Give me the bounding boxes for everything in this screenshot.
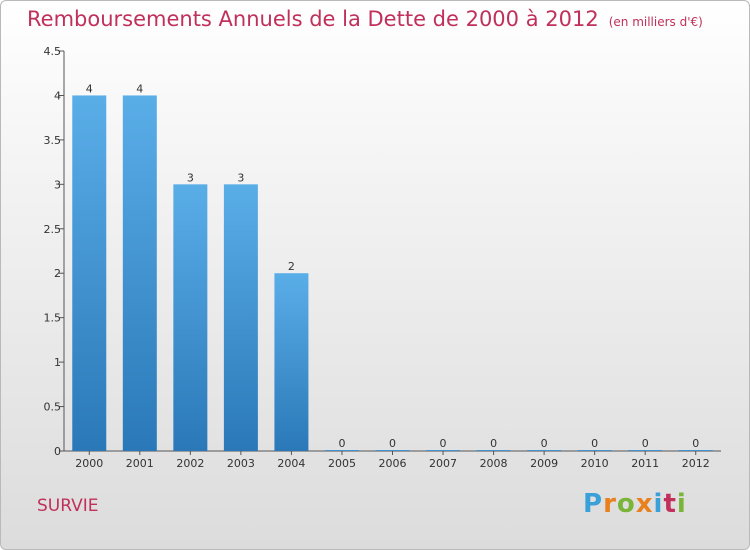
x-tick-label: 2006 — [379, 457, 407, 470]
x-tick-label: 2003 — [227, 457, 255, 470]
logo-letter: r — [603, 489, 617, 519]
bar — [72, 95, 107, 451]
bar — [527, 450, 562, 451]
y-tick-label: 3 — [54, 178, 61, 191]
logo-letter: P — [583, 489, 604, 519]
y-tick-label: 2.5 — [44, 223, 62, 236]
y-tick-label: 4.5 — [44, 45, 62, 58]
bar — [476, 450, 511, 451]
x-tick-label: 2012 — [682, 457, 710, 470]
proxiti-logo[interactable]: Proxiti — [583, 489, 687, 519]
x-tick-label: 2004 — [277, 457, 305, 470]
bar — [375, 450, 410, 451]
commune-name: SURVIE — [37, 496, 99, 516]
bar-value-label: 0 — [440, 437, 447, 450]
y-tick-label: 1.5 — [44, 312, 62, 325]
bar-value-label: 0 — [389, 437, 396, 450]
bar-value-label: 4 — [86, 82, 93, 95]
bar-value-label: 4 — [136, 82, 143, 95]
x-tick-label: 2009 — [530, 457, 558, 470]
bar — [122, 95, 157, 451]
bar-value-label: 0 — [541, 437, 548, 450]
bar-value-label: 2 — [288, 260, 295, 273]
bar-value-label: 3 — [237, 171, 244, 184]
logo-letter: i — [653, 489, 664, 519]
y-tick-label: 4 — [54, 89, 61, 102]
logo-letter: i — [676, 489, 687, 519]
y-tick-label: 2 — [54, 267, 61, 280]
y-tick-label: 0.5 — [44, 401, 62, 414]
bar-value-label: 0 — [591, 437, 598, 450]
x-tick-label: 2010 — [581, 457, 609, 470]
bar — [324, 450, 359, 451]
y-tick-label: 3.5 — [44, 134, 62, 147]
bar-value-label: 3 — [187, 171, 194, 184]
bar — [426, 450, 461, 451]
x-tick-label: 2001 — [126, 457, 154, 470]
chart-title-block: Remboursements Annuels de la Dette de 20… — [27, 7, 703, 31]
chart-subtitle: (en milliers d'€) — [608, 15, 703, 29]
bar-value-label: 0 — [642, 437, 649, 450]
bar-value-label: 0 — [692, 437, 699, 450]
bar — [223, 184, 258, 452]
x-tick-label: 2011 — [631, 457, 659, 470]
bar — [577, 450, 612, 451]
y-tick-label: 1 — [54, 356, 61, 369]
x-tick-label: 2005 — [328, 457, 356, 470]
logo-letter: x — [635, 489, 654, 519]
x-tick-label: 2002 — [176, 457, 204, 470]
chart-title: Remboursements Annuels de la Dette de 20… — [27, 7, 599, 31]
bar — [678, 450, 713, 451]
x-tick-label: 2008 — [480, 457, 508, 470]
x-tick-label: 2007 — [429, 457, 457, 470]
bar — [628, 450, 663, 451]
bar-value-label: 0 — [338, 437, 345, 450]
y-tick-label: 0 — [54, 445, 61, 458]
bar-value-label: 0 — [490, 437, 497, 450]
logo-letter: o — [616, 489, 636, 519]
bar — [274, 273, 309, 451]
logo-letter: t — [663, 489, 677, 519]
bar — [173, 184, 208, 452]
x-tick-label: 2000 — [75, 457, 103, 470]
